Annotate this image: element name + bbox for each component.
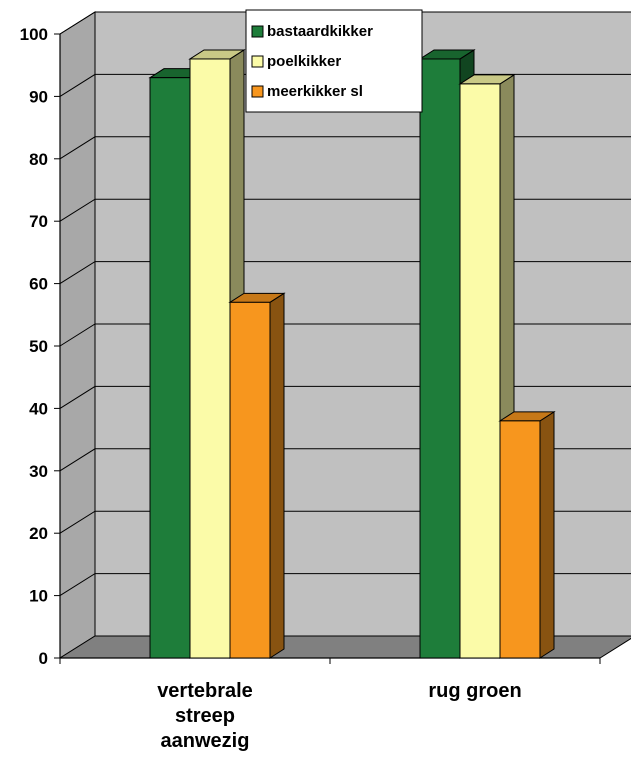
legend-swatch (251, 85, 264, 98)
bar-front (229, 301, 271, 659)
legend-label: poelkikker (267, 53, 341, 70)
legend-swatch (251, 55, 264, 68)
bar-front (459, 83, 501, 659)
y-tick-label: 70 (29, 212, 48, 231)
x-tick-label: streep (175, 705, 235, 727)
legend-label: meerkikker sl (267, 83, 363, 100)
legend-swatch (251, 25, 264, 38)
x-tick-label: aanwezig (161, 730, 250, 752)
bar (228, 292, 286, 659)
y-tick-label: 0 (39, 649, 48, 668)
bar-front (419, 58, 461, 659)
bar (498, 410, 556, 659)
bar-front (149, 77, 191, 659)
y-tick-label: 80 (29, 150, 48, 169)
legend-label: bastaardkikker (267, 23, 373, 40)
y-tick-label: 90 (29, 87, 48, 106)
bar-front (189, 58, 231, 659)
legend: bastaardkikker poelkikker meerkikker sl (245, 9, 423, 113)
x-tick-label: vertebrale (157, 680, 253, 702)
y-tick-label: 40 (29, 399, 48, 418)
legend-box (245, 9, 423, 113)
bars (148, 49, 556, 659)
axis-labels: vertebrale streep aanwezig rug groen (157, 680, 521, 752)
y-tick-label: 50 (29, 337, 48, 356)
bar-side (269, 292, 285, 659)
y-tick-label: 100 (20, 25, 48, 44)
y-tick-label: 30 (29, 462, 48, 481)
y-tick-label: 10 (29, 587, 48, 606)
x-tick-label: rug groen (428, 680, 521, 702)
gridline (59, 11, 631, 35)
y-tick-label: 20 (29, 524, 48, 543)
bar-side (539, 410, 555, 659)
bar-front (499, 420, 541, 659)
y-tick-label: 60 (29, 275, 48, 294)
